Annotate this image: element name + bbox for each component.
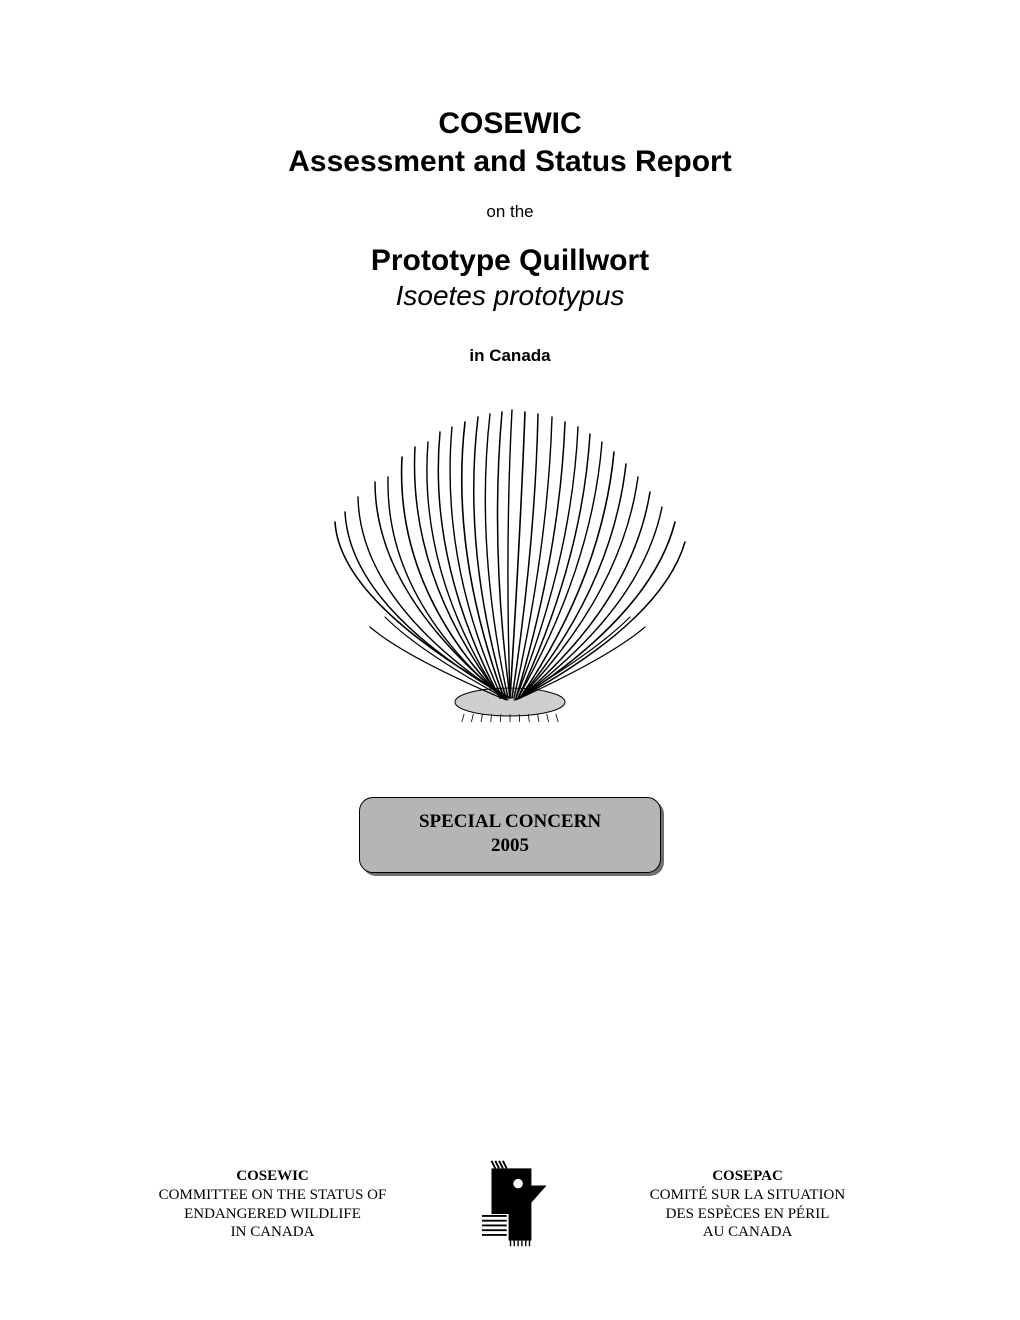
- footer-right-line3: AU CANADA: [598, 1223, 898, 1242]
- report-type: Assessment and Status Report: [0, 143, 1020, 181]
- cosewic-logo-icon: [463, 1157, 558, 1252]
- report-cover-page: COSEWIC Assessment and Status Report on …: [0, 0, 1020, 1320]
- footer-left-col: COSEWIC COMMITTEE ON THE STATUS OF ENDAN…: [123, 1167, 423, 1242]
- footer-left-line3: IN CANADA: [123, 1223, 423, 1242]
- footer-right-line1: COMITÉ SUR LA SITUATION: [598, 1186, 898, 1205]
- footer-left-line2: ENDANGERED WILDLIFE: [123, 1205, 423, 1224]
- footer: COSEWIC COMMITTEE ON THE STATUS OF ENDAN…: [0, 1157, 1020, 1252]
- status-year: 2005: [370, 834, 650, 858]
- species-common-name: Prototype Quillwort: [0, 244, 1020, 278]
- illustration-container: [0, 402, 1020, 727]
- species-latin-name: Isoetes prototypus: [0, 280, 1020, 312]
- footer-right-acronym: COSEPAC: [598, 1167, 898, 1186]
- footer-left-line1: COMMITTEE ON THE STATUS OF: [123, 1186, 423, 1205]
- org-name: COSEWIC: [0, 105, 1020, 143]
- location-line: in Canada: [0, 346, 1020, 366]
- footer-right-col: COSEPAC COMITÉ SUR LA SITUATION DES ESPÈ…: [598, 1167, 898, 1242]
- quillwort-illustration: [330, 402, 690, 722]
- footer-right-line2: DES ESPÈCES EN PÉRIL: [598, 1205, 898, 1224]
- connector-text: on the: [0, 202, 1020, 222]
- status-box: SPECIAL CONCERN 2005: [359, 797, 661, 873]
- status-label: SPECIAL CONCERN: [370, 810, 650, 834]
- title-block: COSEWIC Assessment and Status Report: [0, 105, 1020, 180]
- footer-left-acronym: COSEWIC: [123, 1167, 423, 1186]
- species-block: Prototype Quillwort Isoetes prototypus: [0, 244, 1020, 312]
